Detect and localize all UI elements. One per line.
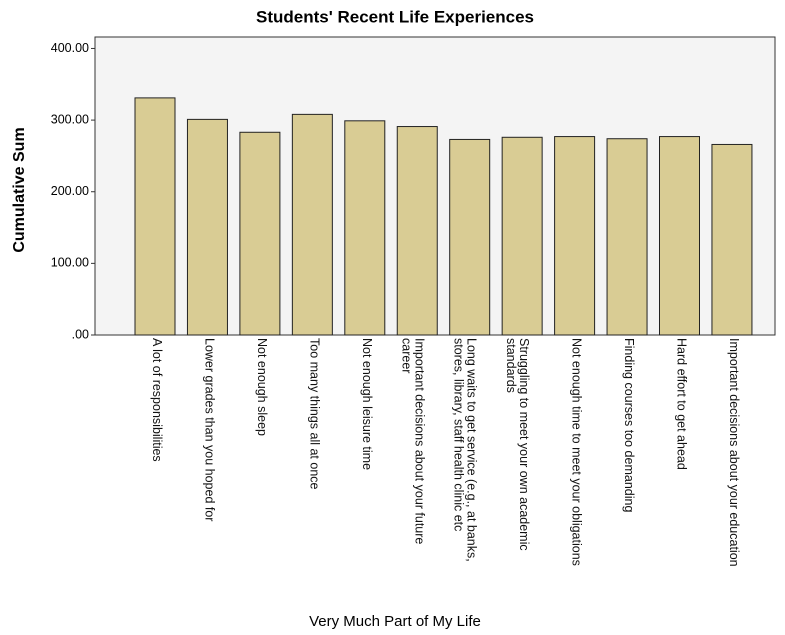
- bar: [134, 97, 176, 336]
- bar: [291, 113, 333, 336]
- y-tick-label: 100.00: [51, 256, 89, 270]
- bar: [396, 126, 438, 336]
- bar: [239, 131, 281, 336]
- x-tick-label: Not enough sleep: [254, 338, 269, 436]
- x-tick-label: Too many things all at once: [307, 338, 322, 490]
- x-tick-label: A lot of responsibilities: [150, 338, 164, 462]
- x-tick-label: Important decisions about your future ca…: [399, 338, 427, 545]
- chart-title: Students' Recent Life Experiences: [256, 7, 534, 26]
- bar: [186, 118, 228, 336]
- bar: [501, 136, 543, 336]
- x-tick-label: Hard effort to get ahead: [674, 338, 689, 470]
- x-tick-label: Not enough time to meet your obligations: [569, 338, 584, 566]
- x-tick-label: Long waits to get service (e.g., at bank…: [451, 338, 479, 562]
- y-tick-label: 200.00: [51, 184, 89, 198]
- bar: [606, 138, 648, 336]
- x-tick-label: Struggling to meet your own academic sta…: [504, 338, 532, 551]
- bar: [554, 136, 596, 336]
- x-tick-label: Finding courses too demanding: [622, 338, 637, 513]
- x-axis-title: Very Much Part of My Life: [309, 613, 481, 630]
- bar: [659, 136, 700, 336]
- y-tick-label: 300.00: [51, 112, 89, 126]
- bar: [344, 120, 386, 336]
- x-tick-label: Not enough leisure time: [359, 338, 374, 471]
- x-tick-label: Important decisions about your education: [726, 338, 741, 567]
- bar: [711, 143, 753, 336]
- bar: [449, 138, 491, 336]
- y-tick-label: 400.00: [51, 41, 89, 55]
- x-tick-label: Lower grades than you hoped for: [202, 338, 217, 522]
- y-axis-title: Cumulative Sum: [11, 127, 28, 252]
- y-tick-label: .00: [72, 327, 89, 341]
